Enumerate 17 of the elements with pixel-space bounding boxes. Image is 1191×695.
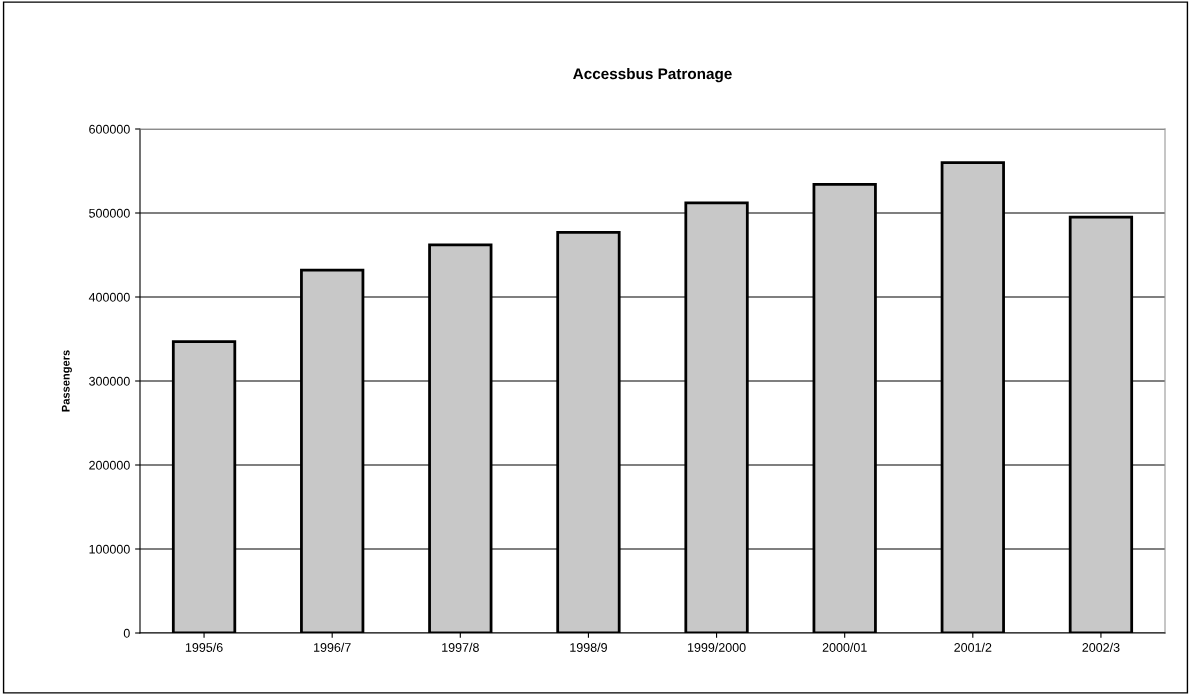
x-tick-label: 1995/6	[185, 642, 223, 652]
x-tick-label: 1996/7	[314, 642, 351, 652]
x-tick-label: 2002/3	[1082, 642, 1120, 652]
y-tick-label: 0	[123, 628, 130, 638]
y-tick-label: 400000	[88, 292, 130, 302]
y-axis-title: Passengers	[61, 350, 72, 412]
x-tick-label: 1997/8	[442, 642, 479, 652]
y-tick-label: 300000	[89, 376, 130, 386]
chart-title: Accessbus Patronage	[573, 67, 732, 83]
x-tick-label: 1999/2000	[687, 642, 746, 652]
x-tick-label: 1998/9	[570, 642, 607, 652]
y-tick-label: 500000	[89, 208, 130, 218]
y-tick-label: 100000	[89, 544, 130, 554]
y-tick-label: 200000	[89, 460, 130, 470]
x-tick-label: 2000/01	[822, 642, 867, 652]
y-tick-label: 600000	[89, 124, 130, 134]
x-tick-label: 2001/2	[954, 642, 992, 652]
